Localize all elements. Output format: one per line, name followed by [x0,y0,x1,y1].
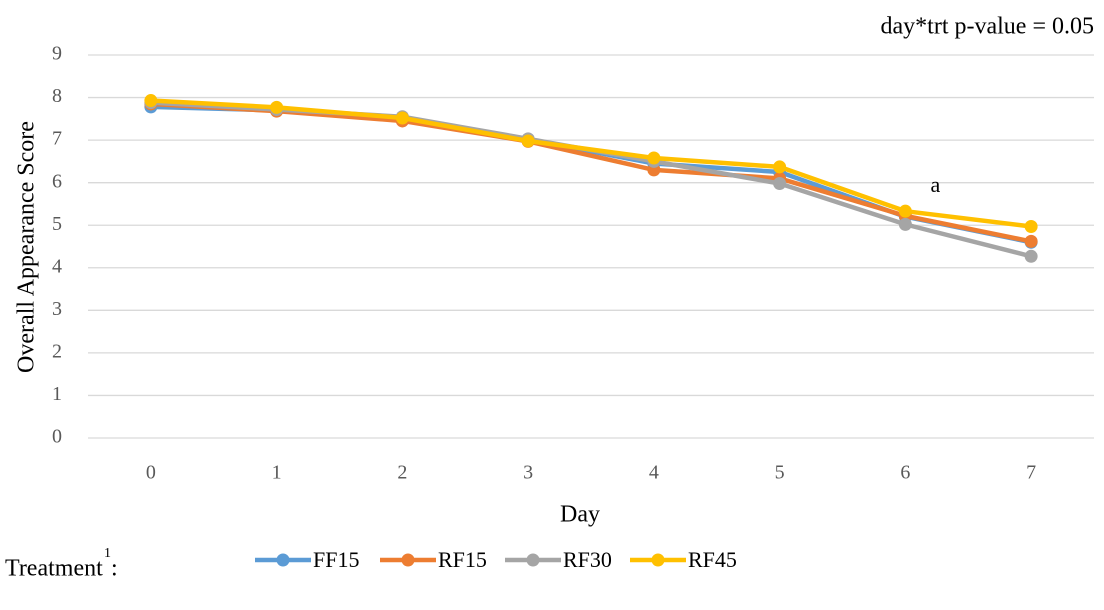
legend-title-suffix: : [111,556,118,582]
y-tick-label: 8 [52,85,62,107]
legend-title: Treatment [5,556,103,582]
y-tick-label: 9 [52,43,62,65]
y-tick-label: 5 [52,213,62,235]
data-point [144,94,158,108]
x-tick-label: 3 [523,462,533,484]
data-point [898,204,912,218]
legend-label: RF15 [438,547,487,572]
legend-marker [276,553,290,567]
legend-marker [651,553,665,567]
x-tick-label: 0 [146,462,156,484]
y-tick-label: 2 [52,340,62,362]
y-axis-title: Overall Appearance Score [14,121,40,373]
data-point [395,111,409,125]
legend-label: FF15 [313,547,359,572]
data-point [898,217,912,231]
series-line [150,98,1032,229]
annotation: a [930,172,940,197]
data-point [521,134,535,148]
x-axis-title: Day [560,502,600,528]
y-tick-label: 0 [52,426,62,448]
y-tick-label: 1 [52,383,62,405]
legend-marker [526,553,540,567]
y-tick-label: 6 [52,170,62,192]
legend-marker [401,553,415,567]
x-tick-label: 5 [775,462,785,484]
legend-title-superscript: 1 [104,546,111,561]
data-point [647,151,661,165]
y-tick-label: 7 [52,128,62,150]
data-point [773,177,787,191]
legend-label: RF30 [563,547,612,572]
data-point [270,100,284,114]
x-tick-label: 6 [900,462,910,484]
x-tick-label: 2 [397,462,407,484]
p-value-note: day*trt p-value = 0.05 [881,14,1094,40]
y-tick-label: 4 [52,255,62,277]
y-tick-label: 3 [52,298,62,320]
data-point [1024,219,1038,233]
legend-label: RF45 [688,547,737,572]
data-point [1024,234,1038,248]
series-line [150,100,1032,259]
x-tick-label: 4 [649,462,659,484]
data-point [1024,249,1038,263]
data-point [773,160,787,174]
x-tick-label: 7 [1026,462,1036,484]
x-tick-label: 1 [272,462,282,484]
